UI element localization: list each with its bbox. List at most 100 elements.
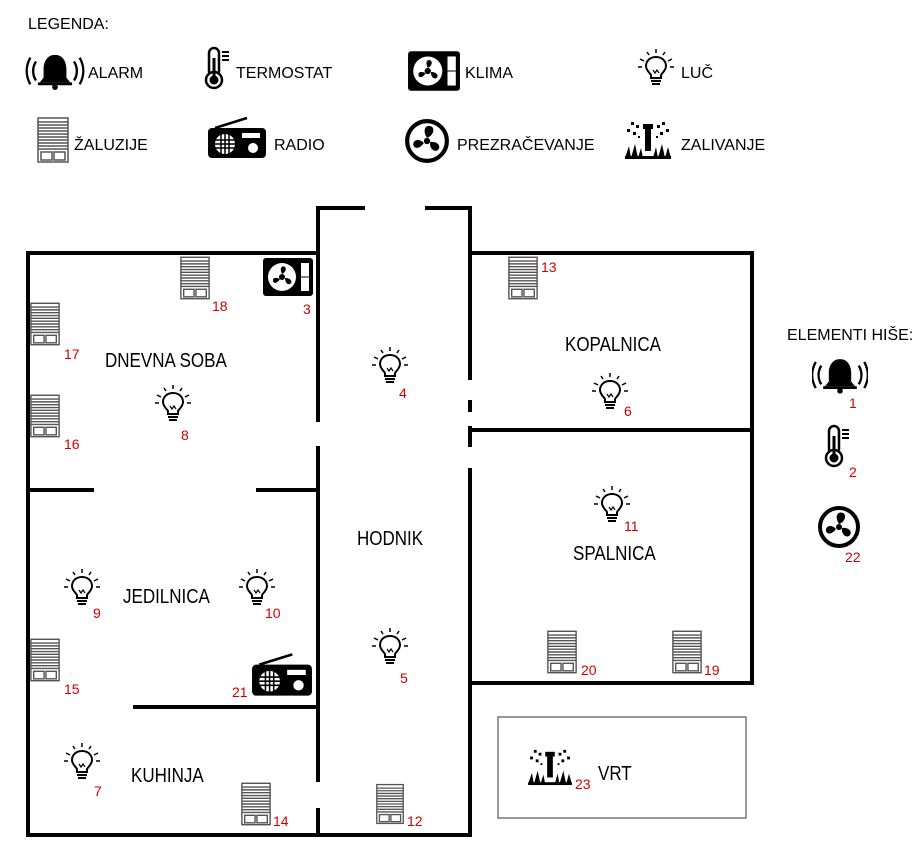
light-bulb-icon	[593, 485, 631, 522]
device-number: 7	[94, 783, 102, 799]
room-label-dining: JEDILNICA	[123, 585, 210, 608]
legend-label-luc: LUČ	[681, 63, 713, 82]
device-number: 13	[541, 259, 557, 275]
legend-label-zalivanje: ZALIVANJE	[681, 137, 765, 154]
device-number: 2	[849, 464, 857, 480]
light-bulb-icon	[591, 372, 629, 409]
light-bulb-icon	[63, 568, 101, 605]
legend: LEGENDA: ALARM TERMOSTAT KLIMA LUČ ŽALUZ…	[25, 16, 765, 163]
device-blinds-17[interactable]: 17	[30, 302, 80, 362]
room-labels: DNEVNA SOBA JEDILNICA KUHINJA HODNIK KOP…	[105, 325, 913, 786]
air-conditioner-icon	[262, 257, 314, 297]
legend-label-termostat: TERMOSTAT	[236, 65, 333, 82]
device-blinds-14[interactable]: 14	[241, 782, 289, 829]
device-blinds-13[interactable]: 13	[508, 256, 557, 300]
wall-outer-left	[26, 251, 320, 837]
walls	[26, 206, 754, 837]
device-light-10[interactable]: 10	[238, 568, 281, 621]
device-number: 17	[64, 346, 80, 362]
light-bulb-icon	[154, 384, 192, 421]
device-light-8[interactable]: 8	[154, 384, 192, 443]
legend-label-radio: RADIO	[274, 137, 325, 154]
sprinkler-icon	[528, 749, 572, 786]
device-blinds-12[interactable]: 12	[376, 783, 423, 829]
device-blinds-15[interactable]: 15	[30, 638, 80, 697]
device-number: 6	[624, 403, 632, 419]
sprinkler-icon	[625, 122, 671, 159]
device-number: 16	[64, 436, 80, 452]
light-bulb-icon	[238, 568, 276, 605]
device-number: 3	[303, 301, 311, 317]
window-blinds-icon	[37, 117, 69, 163]
device-light-9[interactable]: 9	[63, 568, 101, 621]
thermostat-icon	[204, 46, 231, 90]
device-blinds-20[interactable]: 20	[547, 630, 597, 678]
device-number: 14	[273, 813, 289, 829]
legend-label-prezracevanje: PREZRAČEVANJE	[457, 135, 595, 154]
device-light-6[interactable]: 6	[591, 372, 632, 419]
device-number: 18	[212, 298, 228, 314]
device-radio-21[interactable]: 21	[232, 653, 313, 700]
light-bulb-icon	[63, 742, 101, 779]
room-label-hall: HODNIK	[357, 527, 424, 550]
light-bulb-icon	[371, 346, 409, 383]
device-number: 9	[93, 605, 101, 621]
window-blinds-icon	[547, 630, 577, 674]
device-number: 15	[64, 681, 80, 697]
device-alarm-1[interactable]: 1	[812, 357, 868, 411]
alarm-bell-icon	[812, 357, 868, 394]
air-conditioner-icon	[407, 50, 461, 92]
device-klima-3[interactable]: 3	[262, 257, 314, 317]
window-blinds-icon	[672, 630, 702, 674]
ventilation-fan-icon	[818, 506, 860, 548]
room-label-bedroom: SPALNICA	[573, 542, 656, 565]
device-thermostat-2[interactable]: 2	[824, 424, 857, 480]
room-label-garden: VRT	[598, 762, 632, 785]
room-label-bathroom: KOPALNICA	[565, 333, 662, 356]
radio-icon	[251, 653, 313, 697]
legend-title: LEGENDA:	[28, 16, 109, 33]
legend-label-klima: KLIMA	[465, 65, 513, 82]
window-blinds-icon	[508, 256, 538, 300]
window-blinds-icon	[30, 394, 60, 438]
device-sprinkler-23[interactable]: 23	[528, 749, 591, 792]
device-number: 19	[704, 662, 720, 678]
legend-label-alarm: ALARM	[88, 65, 143, 82]
device-number: 11	[624, 518, 639, 534]
house-elements-title: ELEMENTI HIŠE:	[787, 325, 913, 344]
window-blinds-icon	[30, 638, 60, 682]
room-label-kitchen: KUHINJA	[131, 764, 204, 787]
device-blinds-16[interactable]: 16	[30, 394, 80, 452]
device-number: 8	[181, 427, 189, 443]
device-number: 1	[849, 395, 857, 411]
window-blinds-icon	[30, 302, 60, 346]
device-number: 22	[845, 549, 861, 565]
device-ventilation-22[interactable]: 22	[818, 506, 861, 565]
device-light-4[interactable]: 4	[371, 346, 409, 401]
radio-icon	[206, 116, 268, 160]
thermostat-icon	[824, 424, 851, 468]
device-number: 23	[575, 776, 591, 792]
device-number: 12	[407, 813, 423, 829]
room-label-living: DNEVNA SOBA	[105, 349, 227, 372]
window-blinds-icon	[241, 782, 271, 826]
ventilation-fan-icon	[407, 121, 447, 161]
device-light-5[interactable]: 5	[371, 627, 409, 686]
wall-outer-right	[468, 251, 754, 685]
device-blinds-18[interactable]: 18	[180, 256, 228, 314]
window-blinds-icon	[376, 783, 404, 825]
device-number: 20	[581, 662, 597, 678]
device-number: 21	[232, 684, 248, 700]
legend-label-zaluzije: ŽALUZIJE	[74, 135, 148, 154]
light-bulb-icon	[371, 627, 409, 664]
device-light-11[interactable]: 11	[593, 485, 639, 534]
window-blinds-icon	[180, 256, 210, 300]
device-number: 4	[399, 385, 407, 401]
device-blinds-19[interactable]: 19	[672, 630, 720, 678]
device-number: 10	[265, 605, 281, 621]
device-number: 5	[400, 670, 408, 686]
device-light-7[interactable]: 7	[63, 742, 102, 799]
alarm-bell-icon	[25, 53, 85, 90]
light-bulb-icon	[637, 48, 675, 85]
